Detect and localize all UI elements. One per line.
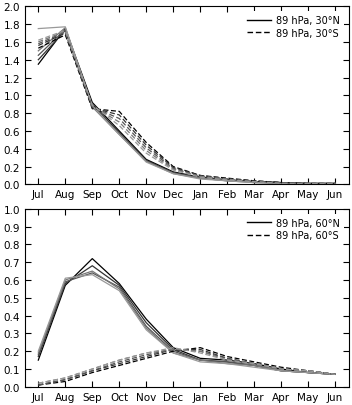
Legend: 89 hPa, 30°N, 89 hPa, 30°S: 89 hPa, 30°N, 89 hPa, 30°S [243, 12, 344, 43]
Legend: 89 hPa, 60°N, 89 hPa, 60°S: 89 hPa, 60°N, 89 hPa, 60°S [243, 214, 344, 245]
